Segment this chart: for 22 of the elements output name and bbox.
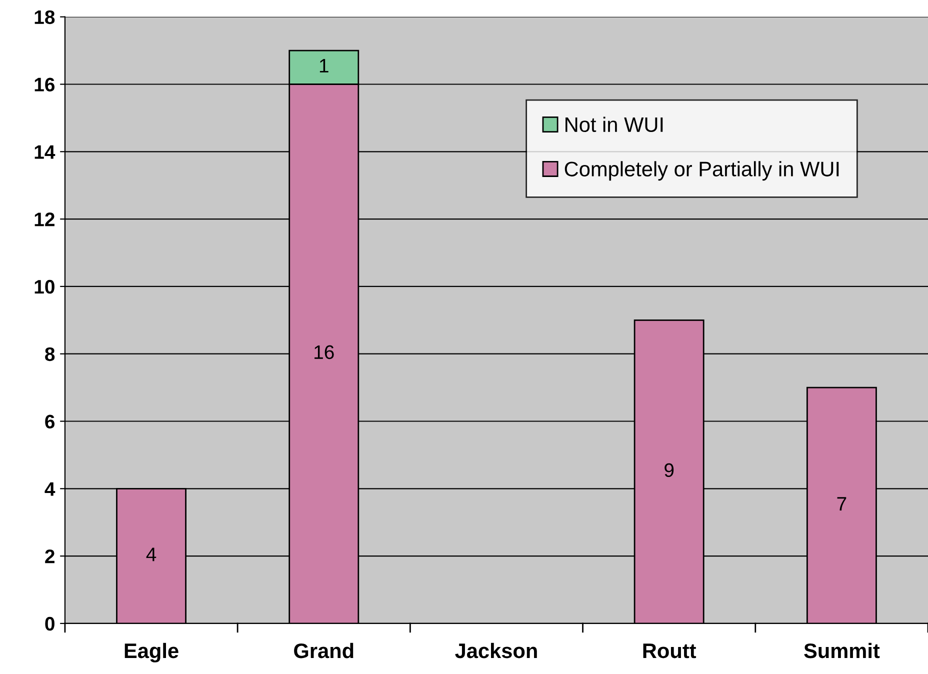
x-tick-label: Routt — [643, 644, 696, 658]
x-tick-label: Summit — [804, 642, 880, 658]
y-tick-label: 2 — [45, 550, 54, 564]
data-label: 1 — [320, 59, 328, 72]
y-tick-label: 16 — [34, 78, 55, 92]
y-tick-label: 12 — [34, 212, 54, 226]
legend-label: Not in WUI — [566, 116, 663, 132]
y-tick-label: 18 — [34, 10, 55, 24]
legend-label: Completely or Partially in WUI — [564, 161, 839, 181]
y-tick-label: 14 — [34, 145, 56, 159]
data-label: 16 — [314, 345, 334, 360]
y-tick-label: 6 — [45, 414, 55, 428]
x-tick-label: Eagle — [124, 642, 178, 662]
data-label: 4 — [146, 548, 156, 562]
x-tick-label: Grand — [294, 642, 354, 658]
y-tick-label: 4 — [44, 482, 56, 496]
data-label: 9 — [664, 463, 674, 478]
y-tick-label: 8 — [45, 347, 55, 362]
x-tick-label: Jackson — [455, 642, 537, 658]
data-label: 7 — [837, 497, 846, 511]
y-tick-label: 0 — [45, 616, 54, 631]
y-tick-label: 10 — [34, 280, 54, 294]
